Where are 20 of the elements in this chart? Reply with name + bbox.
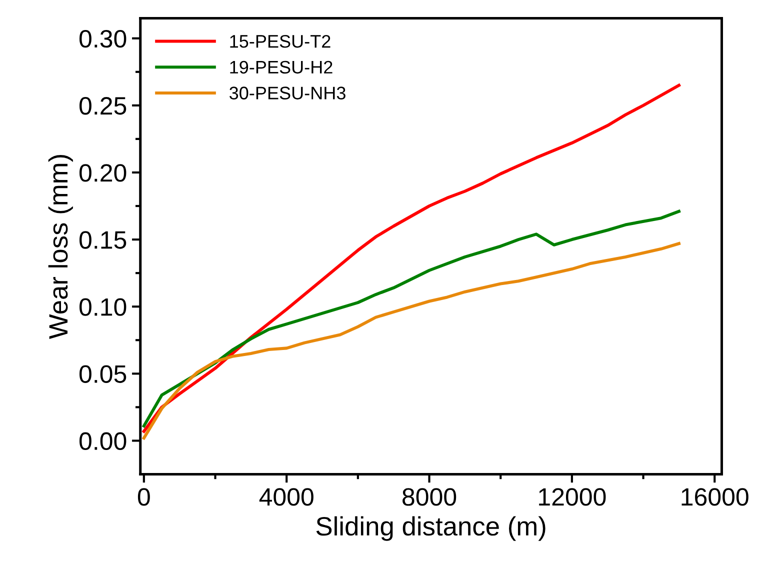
y-tick-label: 0.00 xyxy=(79,432,126,450)
y-axis-title: Wear loss (mm) xyxy=(48,155,73,339)
line-series xyxy=(142,84,680,433)
legend-label: 30-PESU-NH3 xyxy=(230,86,346,100)
x-tick-label: 8000 xyxy=(402,488,456,506)
legend-label: 15-PESU-T2 xyxy=(230,34,330,48)
x-tick-label: 4000 xyxy=(259,488,314,506)
x-axis-title: Sliding distance (m) xyxy=(316,516,546,541)
y-tick-label: 0.25 xyxy=(79,97,126,115)
legend-label: 19-PESU-H2 xyxy=(230,60,332,74)
y-tick-label: 0.15 xyxy=(79,231,126,249)
y-tick-label: 0.05 xyxy=(79,365,126,383)
x-tick-label: 12000 xyxy=(539,488,606,506)
y-tick-label: 0.20 xyxy=(79,164,126,182)
y-tick-label: 0.10 xyxy=(79,298,126,316)
line-series xyxy=(142,210,680,428)
x-tick-label: 0 xyxy=(138,488,150,506)
y-tick-label: 0.30 xyxy=(79,30,126,48)
line-series xyxy=(142,242,680,440)
x-tick-label: 16000 xyxy=(682,488,748,506)
